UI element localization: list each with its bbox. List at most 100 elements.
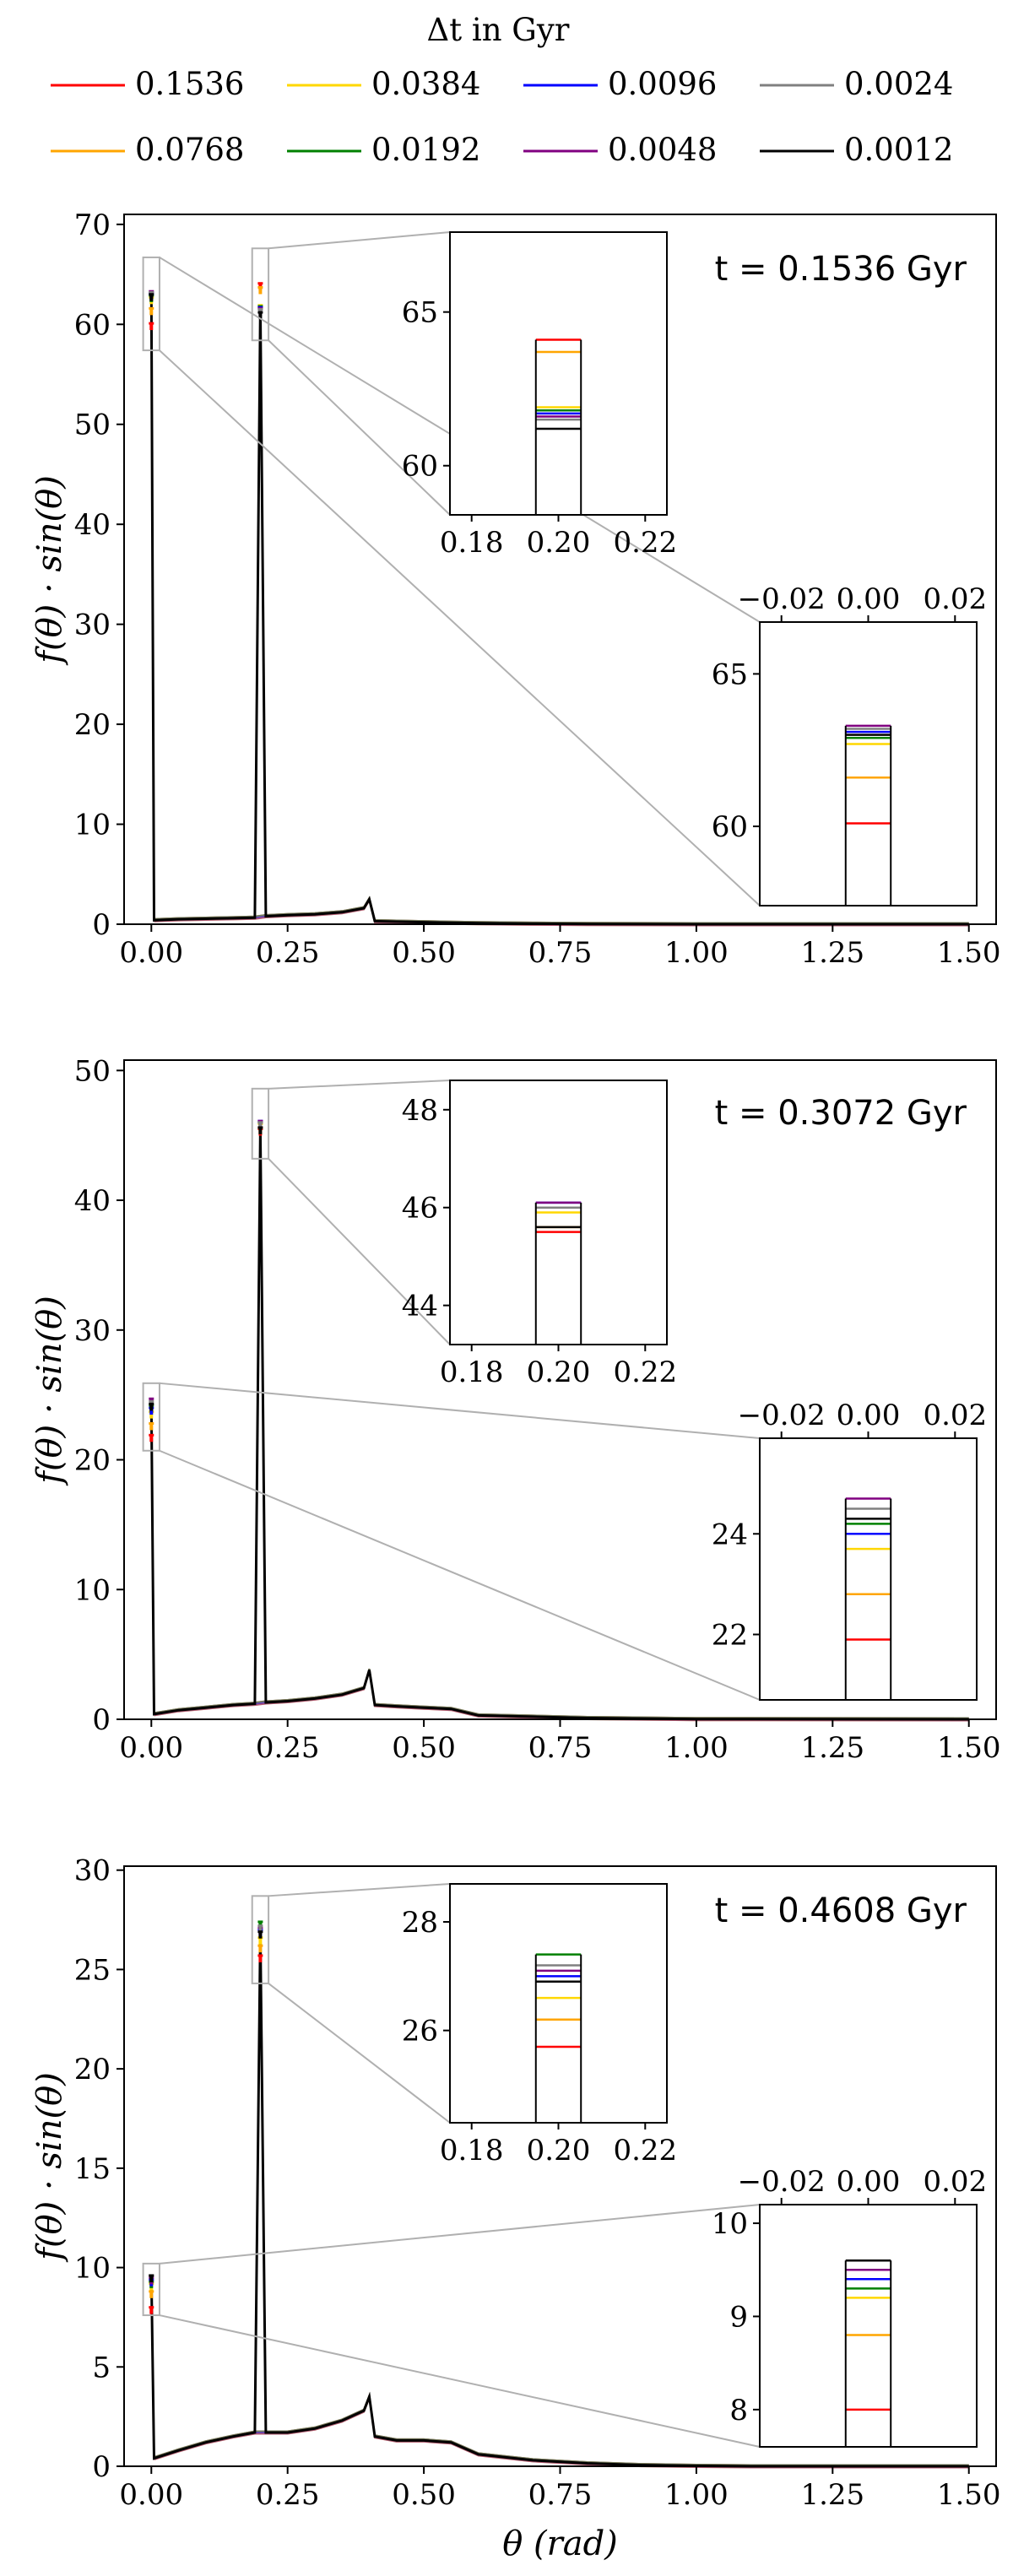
zoom-box-theta-0.00 xyxy=(142,1382,160,1452)
zoom-connector xyxy=(268,1158,451,1345)
inset-frame xyxy=(759,1437,978,1701)
inset-frame xyxy=(759,2204,978,2448)
y-tick-label: 10 xyxy=(74,809,111,842)
y-tick-label: 40 xyxy=(74,508,111,542)
chart-panel-1: 0.00 0.25 0.50 0.75 1.00 1.25 1.50 0 10 20 30 40 50 6… xyxy=(30,208,1001,970)
zoom-box-theta-0.20 xyxy=(251,247,270,342)
x-tick-label: 0.75 xyxy=(528,936,593,970)
inset-x-tick-label: −0.02 xyxy=(738,2165,826,2199)
inset-x-tick-label: −0.02 xyxy=(738,582,826,616)
x-tick-label: 0.50 xyxy=(392,1731,456,1765)
inset-frame xyxy=(449,1883,668,2124)
legend-entry: 0.0192 xyxy=(287,132,480,168)
y-tick-label: 10 xyxy=(74,1573,111,1607)
y-tick-label: 50 xyxy=(74,409,111,442)
series-0.0012-line xyxy=(149,1128,969,1721)
inset-y-tick-label: 48 xyxy=(402,1094,438,1128)
zoom-connector xyxy=(268,1983,451,2124)
y-tick-label: 0 xyxy=(92,1703,111,1737)
legend-label: 0.0048 xyxy=(608,132,717,168)
inset-y-tick-label: 8 xyxy=(729,2394,748,2427)
y-tick-label: 20 xyxy=(74,1444,111,1478)
inset-y-tick-label: 60 xyxy=(712,810,748,844)
inset-x-tick-label: 0.02 xyxy=(923,1399,987,1432)
x-axis-label: θ (rad) xyxy=(502,2525,618,2563)
zoom-box-theta-0.00 xyxy=(142,256,160,352)
inset-y-tick-label: 10 xyxy=(712,2207,748,2241)
legend-label: 0.0384 xyxy=(371,66,480,102)
legend-label: 0.0768 xyxy=(135,132,244,168)
panels: 0.00 0.25 0.50 0.75 1.00 1.25 1.50010203040506… xyxy=(30,208,1001,2563)
x-tick-label: 0.50 xyxy=(392,936,456,970)
inset-x-tick-label: 0.00 xyxy=(837,2165,901,2199)
y-tick-label: 5 xyxy=(92,2351,111,2384)
inset-y-tick-label: 60 xyxy=(402,450,438,484)
time-annotation: t = 0.1536 Gyr xyxy=(715,250,967,289)
x-tick-label: 1.00 xyxy=(664,936,729,970)
inset-theta-0.20: 0.18 0.20 0.22 44 46 48 xyxy=(402,1080,677,1389)
legend-label: 0.1536 xyxy=(135,66,244,102)
y-axis-label: f(θ) · sin(θ) xyxy=(30,1296,69,1486)
inset-theta-0.00: −0.02 0.00 0.02 8 9 10 xyxy=(712,2165,987,2448)
x-tick-label: 1.50 xyxy=(937,936,1001,970)
zoom-connector xyxy=(159,2314,761,2448)
legend-entry: 0.0096 xyxy=(523,66,717,102)
zoom-connector xyxy=(268,1080,451,1090)
x-tick-label: 1.25 xyxy=(800,1731,864,1765)
zoom-connector xyxy=(159,2204,761,2265)
legend-entry: 0.0384 xyxy=(287,66,480,102)
zoom-connector xyxy=(159,349,761,906)
zoom-connector xyxy=(268,231,451,250)
inset-y-tick-label: 26 xyxy=(402,2015,438,2048)
x-tick-label: 1.50 xyxy=(937,2478,1001,2512)
inset-theta-0.00: −0.02 0.00 0.02 22 24 xyxy=(712,1399,987,1701)
zoom-connector xyxy=(159,1449,761,1701)
inset-x-tick-label: 0.02 xyxy=(923,2165,987,2199)
x-tick-label: 1.50 xyxy=(937,1731,1001,1765)
legend-label: 0.0096 xyxy=(608,66,717,102)
inset-theta-0.00: −0.02 0.00 0.02 60 65 xyxy=(712,582,987,906)
y-tick-label: 0 xyxy=(92,2450,111,2484)
x-tick-label: 0.75 xyxy=(528,2478,593,2512)
x-tick-label: 0.00 xyxy=(119,936,183,970)
time-annotation: t = 0.4608 Gyr xyxy=(715,1891,967,1930)
x-tick-label: 1.25 xyxy=(800,936,864,970)
x-tick-label: 0.25 xyxy=(256,2478,320,2512)
inset-y-tick-label: 65 xyxy=(712,658,748,691)
inset-x-tick-label: 0.18 xyxy=(440,526,504,560)
inset-x-tick-label: 0.02 xyxy=(923,582,987,616)
zoom-connector xyxy=(268,339,451,516)
legend-entry: 0.0024 xyxy=(760,66,953,102)
legend-entry: 0.0768 xyxy=(51,132,244,168)
inset-theta-0.20: 0.18 0.20 0.22 60 65 xyxy=(402,231,677,560)
y-tick-label: 10 xyxy=(74,2252,111,2286)
time-annotation: t = 0.3072 Gyr xyxy=(715,1094,967,1133)
x-tick-label: 1.25 xyxy=(800,2478,864,2512)
inset-y-tick-label: 24 xyxy=(712,1518,748,1551)
y-tick-label: 40 xyxy=(74,1184,111,1218)
legend-entry: 0.0048 xyxy=(523,132,717,168)
legend-label: 0.0024 xyxy=(844,66,953,102)
inset-y-tick-label: 9 xyxy=(729,2300,748,2334)
y-tick-label: 70 xyxy=(74,208,111,242)
inset-frame xyxy=(759,621,978,906)
legend-entry: 0.0012 xyxy=(760,132,953,168)
zoom-box-theta-0.00 xyxy=(142,2262,160,2317)
y-tick-label: 25 xyxy=(74,1953,111,1987)
chart-panel-3: 0.00 0.25 0.50 0.75 1.00 1.25 1.50 0 5 10 15 20 25 30… xyxy=(30,1854,1001,2563)
y-tick-label: 15 xyxy=(74,2152,111,2186)
y-tick-label: 30 xyxy=(74,609,111,642)
y-tick-label: 50 xyxy=(74,1054,111,1088)
y-tick-label: 30 xyxy=(74,1314,111,1348)
y-tick-label: 0 xyxy=(92,908,111,942)
y-tick-label: 20 xyxy=(74,708,111,742)
zoom-box-theta-0.20 xyxy=(251,1087,270,1160)
inset-x-tick-label: 0.20 xyxy=(527,526,591,560)
inset-x-tick-label: 0.22 xyxy=(613,1356,677,1389)
series-0.0012-line xyxy=(149,1931,969,2468)
x-tick-label: 0.00 xyxy=(119,1731,183,1765)
x-tick-label: 0.25 xyxy=(256,1731,320,1765)
inset-y-tick-label: 46 xyxy=(402,1192,438,1226)
inset-y-tick-label: 22 xyxy=(712,1619,748,1653)
